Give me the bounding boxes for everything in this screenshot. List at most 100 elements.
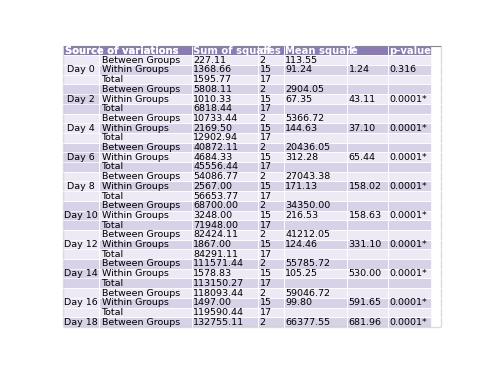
Text: 0.316: 0.316 (390, 65, 417, 75)
Text: 591.65: 591.65 (348, 298, 381, 307)
Bar (191, 65, 258, 75)
Text: Within Groups: Within Groups (101, 94, 168, 104)
Bar (191, 191, 258, 201)
Text: 113150.27: 113150.27 (193, 279, 244, 288)
Text: 41212.05: 41212.05 (285, 230, 330, 239)
Text: Within Groups: Within Groups (101, 269, 168, 278)
Bar (63, 279, 99, 288)
Bar (284, 85, 347, 94)
Bar (258, 230, 284, 240)
Bar (191, 298, 258, 308)
Bar (63, 288, 99, 317)
Text: Source of variations: Source of variations (65, 45, 179, 56)
Bar (388, 162, 430, 172)
Bar (388, 288, 430, 298)
Text: 119590.44: 119590.44 (193, 308, 244, 317)
Text: 132755.11: 132755.11 (193, 318, 244, 327)
Text: 2: 2 (260, 201, 266, 210)
Bar (347, 75, 388, 85)
Bar (63, 220, 99, 230)
Text: Between Groups: Between Groups (101, 318, 180, 327)
Bar (191, 55, 258, 65)
Text: 99.80: 99.80 (285, 298, 312, 307)
Bar (347, 182, 388, 191)
Text: 118093.44: 118093.44 (193, 289, 244, 297)
Text: Between Groups: Between Groups (101, 259, 180, 268)
Text: 2: 2 (260, 56, 266, 65)
Text: 56653.77: 56653.77 (193, 192, 238, 200)
Text: 2: 2 (260, 259, 266, 268)
Text: 84291.11: 84291.11 (193, 250, 238, 259)
Bar (258, 220, 284, 230)
Text: 2: 2 (260, 85, 266, 94)
Text: 158.02: 158.02 (348, 182, 381, 191)
Bar (258, 75, 284, 85)
Bar (347, 269, 388, 279)
Bar (258, 65, 284, 75)
Bar (284, 201, 347, 211)
Text: 1497.00: 1497.00 (193, 298, 232, 307)
Text: 54086.77: 54086.77 (193, 172, 238, 181)
Text: 15: 15 (260, 182, 272, 191)
Bar (284, 143, 347, 152)
Text: 45556.44: 45556.44 (193, 162, 238, 172)
Bar (347, 55, 388, 65)
Text: 4684.33: 4684.33 (193, 153, 232, 162)
Bar (191, 85, 258, 94)
Bar (258, 249, 284, 259)
Bar (258, 133, 284, 143)
Text: 17: 17 (260, 279, 272, 288)
Bar (99, 298, 191, 308)
Bar (63, 191, 99, 201)
Bar (63, 259, 99, 269)
Text: Total: Total (101, 133, 123, 142)
Text: Total: Total (101, 162, 123, 172)
Bar (191, 143, 258, 152)
Bar (63, 249, 99, 259)
Bar (347, 94, 388, 104)
Bar (388, 65, 430, 75)
Bar (258, 317, 284, 327)
Text: Within Groups: Within Groups (101, 124, 168, 132)
Bar (63, 123, 99, 133)
Bar (347, 114, 388, 123)
Bar (347, 249, 388, 259)
Bar (258, 298, 284, 308)
Bar (388, 85, 430, 94)
Bar (284, 259, 347, 269)
Bar (388, 308, 430, 317)
Bar (284, 298, 347, 308)
Text: 331.10: 331.10 (348, 240, 382, 249)
Bar (63, 172, 99, 201)
Text: 1595.77: 1595.77 (193, 75, 232, 84)
Bar (63, 65, 99, 75)
Bar (63, 240, 99, 249)
Bar (258, 162, 284, 172)
Text: 1.24: 1.24 (348, 65, 369, 75)
Text: 1010.33: 1010.33 (193, 94, 232, 104)
Text: 17: 17 (260, 162, 272, 172)
Bar (63, 85, 99, 114)
Bar (99, 191, 191, 201)
Bar (388, 220, 430, 230)
Text: Total: Total (101, 308, 123, 317)
Text: 0.0001*: 0.0001* (390, 211, 427, 220)
Bar (99, 240, 191, 249)
Text: Within Groups: Within Groups (101, 182, 168, 191)
Text: 158.63: 158.63 (348, 211, 382, 220)
Bar (191, 269, 258, 279)
Bar (63, 317, 99, 327)
Bar (388, 46, 430, 55)
Bar (99, 308, 191, 317)
Text: 0.0001*: 0.0001* (390, 153, 427, 162)
Bar (99, 46, 191, 55)
Text: Total: Total (101, 192, 123, 200)
Bar (388, 152, 430, 162)
Bar (258, 172, 284, 182)
Bar (284, 288, 347, 298)
Text: 15: 15 (260, 211, 272, 220)
Text: 681.96: 681.96 (348, 318, 381, 327)
Bar (63, 46, 155, 55)
Text: 216.53: 216.53 (285, 211, 318, 220)
Text: Total: Total (101, 75, 123, 84)
